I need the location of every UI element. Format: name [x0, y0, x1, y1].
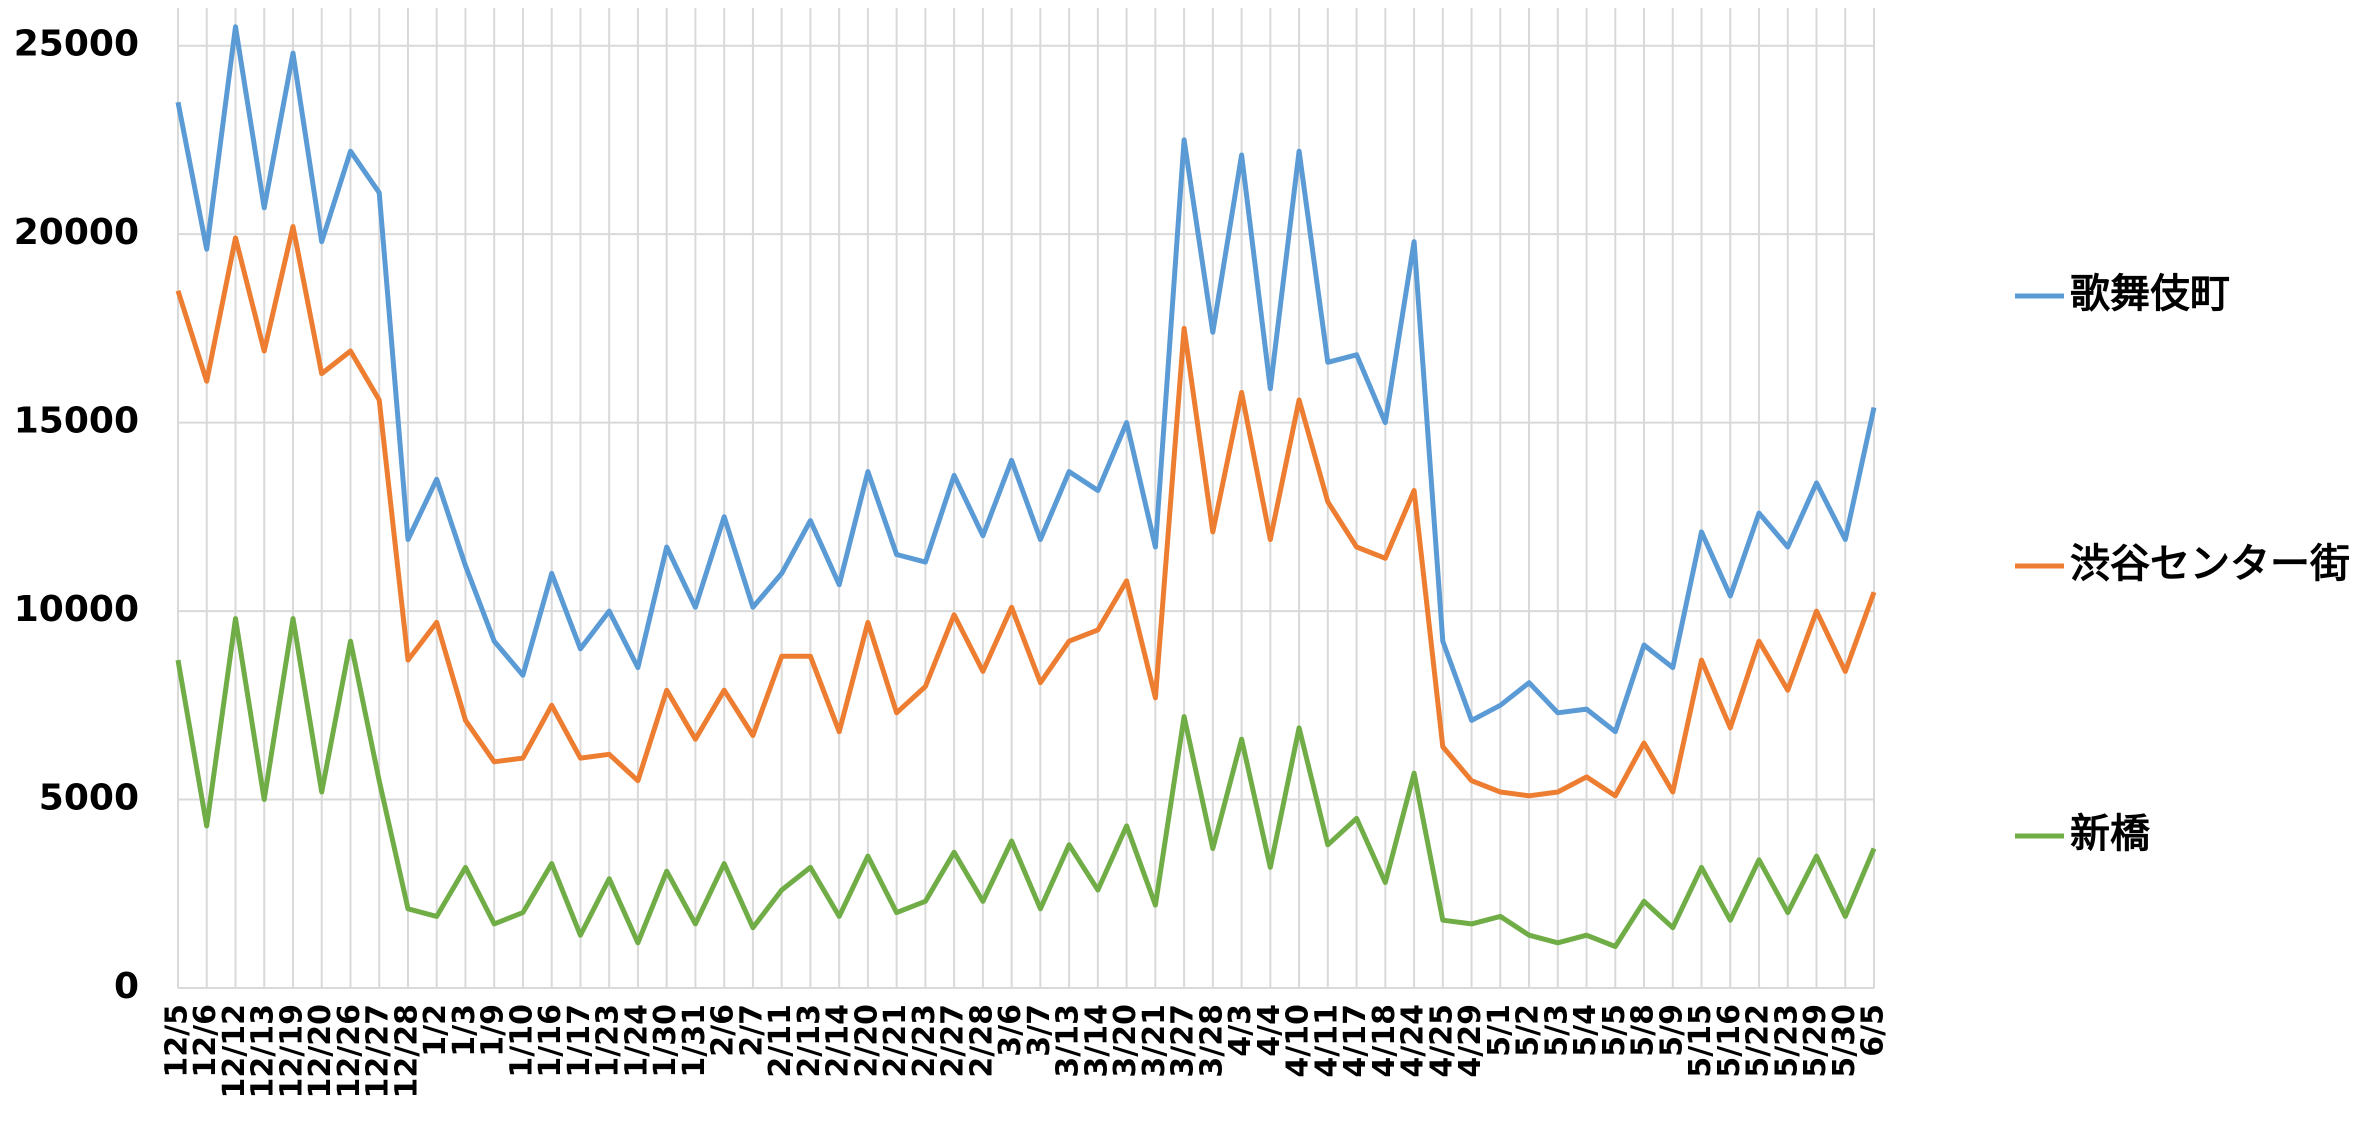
y-tick-label: 0: [114, 966, 139, 1007]
x-tick-label: 5/1: [1482, 1004, 1517, 1057]
x-tick-label: 2/20: [849, 1004, 884, 1078]
x-tick-label: 12/20: [303, 1004, 338, 1098]
x-tick-label: 3/28: [1194, 1004, 1229, 1078]
x-tick-label: 5/23: [1769, 1004, 1804, 1078]
x-tick-label: 5/3: [1539, 1004, 1574, 1057]
x-tick-label: 1/30: [648, 1004, 683, 1078]
x-tick-label: 1/2: [418, 1004, 453, 1057]
x-tick-label: 3/13: [1051, 1004, 1086, 1078]
x-tick-label: 5/9: [1654, 1004, 1689, 1057]
x-tick-label: 6/5: [1856, 1004, 1891, 1057]
x-tick-label: 5/15: [1683, 1004, 1718, 1078]
x-tick-label: 12/12: [217, 1004, 252, 1098]
x-tick-label: 2/28: [964, 1004, 999, 1078]
y-tick-label: 15000: [14, 401, 139, 442]
x-tick-label: 3/7: [1022, 1004, 1057, 1057]
legend-label: 渋谷センター街: [2070, 541, 2350, 587]
x-tick-label: 4/10: [1281, 1004, 1316, 1078]
series-line: [175, 24, 1877, 735]
x-tick-label: 4/29: [1453, 1004, 1488, 1078]
y-tick-label: 25000: [14, 24, 139, 65]
x-tick-label: 12/6: [188, 1004, 223, 1078]
x-tick-label: 4/3: [1223, 1004, 1258, 1057]
x-tick-label: 1/9: [476, 1004, 511, 1057]
x-tick-label: 3/20: [1108, 1004, 1143, 1078]
x-tick-label: 12/13: [246, 1004, 281, 1098]
x-tick-label: 2/14: [821, 1004, 856, 1078]
x-tick-label: 2/7: [734, 1004, 769, 1057]
x-tick-label: 4/25: [1424, 1004, 1459, 1078]
x-tick-label: 4/17: [1338, 1004, 1373, 1078]
y-tick-label: 20000: [14, 212, 139, 253]
x-tick-label: 4/18: [1367, 1004, 1402, 1078]
x-tick-label: 3/21: [1137, 1004, 1172, 1078]
y-tick-label: 10000: [14, 589, 139, 630]
x-tick-label: 5/22: [1741, 1004, 1776, 1078]
x-tick-label: 12/26: [332, 1004, 367, 1098]
x-tick-label: 2/13: [792, 1004, 827, 1078]
x-tick-label: 1/17: [562, 1004, 597, 1078]
legend-label: 歌舞伎町: [2070, 271, 2230, 317]
x-tick-label: 3/6: [993, 1004, 1028, 1057]
x-tick-label: 1/31: [677, 1004, 712, 1078]
legend-label: 新橋: [2070, 811, 2150, 857]
x-tick-label: 1/23: [591, 1004, 626, 1078]
x-tick-label: 12/19: [274, 1004, 309, 1098]
y-tick-label: 5000: [39, 778, 139, 819]
series-line: [175, 616, 1877, 949]
x-tick-label: 12/28: [389, 1004, 424, 1098]
x-tick-label: 2/6: [706, 1004, 741, 1057]
x-tick-label: 2/27: [936, 1004, 971, 1078]
x-tick-label: 1/24: [619, 1004, 654, 1078]
x-tick-label: 2/11: [763, 1004, 798, 1078]
x-tick-label: 5/16: [1712, 1004, 1747, 1078]
x-tick-label: 3/14: [1079, 1004, 1114, 1078]
x-tick-label: 3/27: [1166, 1004, 1201, 1078]
x-tick-label: 5/5: [1597, 1004, 1632, 1057]
x-tick-label: 5/2: [1511, 1004, 1546, 1057]
x-tick-label: 2/21: [878, 1004, 913, 1078]
x-tick-label: 4/24: [1396, 1004, 1431, 1078]
x-tick-label: 12/27: [361, 1004, 396, 1098]
x-tick-label: 4/4: [1252, 1004, 1287, 1057]
x-tick-label: 12/5: [160, 1004, 195, 1078]
x-tick-label: 4/11: [1309, 1004, 1344, 1078]
series-line: [175, 224, 1877, 799]
x-tick-label: 2/23: [907, 1004, 942, 1078]
x-tick-label: 5/30: [1827, 1004, 1862, 1078]
x-tick-label: 5/8: [1626, 1004, 1661, 1057]
x-tick-label: 1/16: [533, 1004, 568, 1078]
x-tick-label: 5/29: [1798, 1004, 1833, 1078]
x-tick-label: 5/4: [1568, 1004, 1603, 1057]
x-tick-label: 1/10: [504, 1004, 539, 1078]
x-tick-label: 1/3: [447, 1004, 482, 1057]
